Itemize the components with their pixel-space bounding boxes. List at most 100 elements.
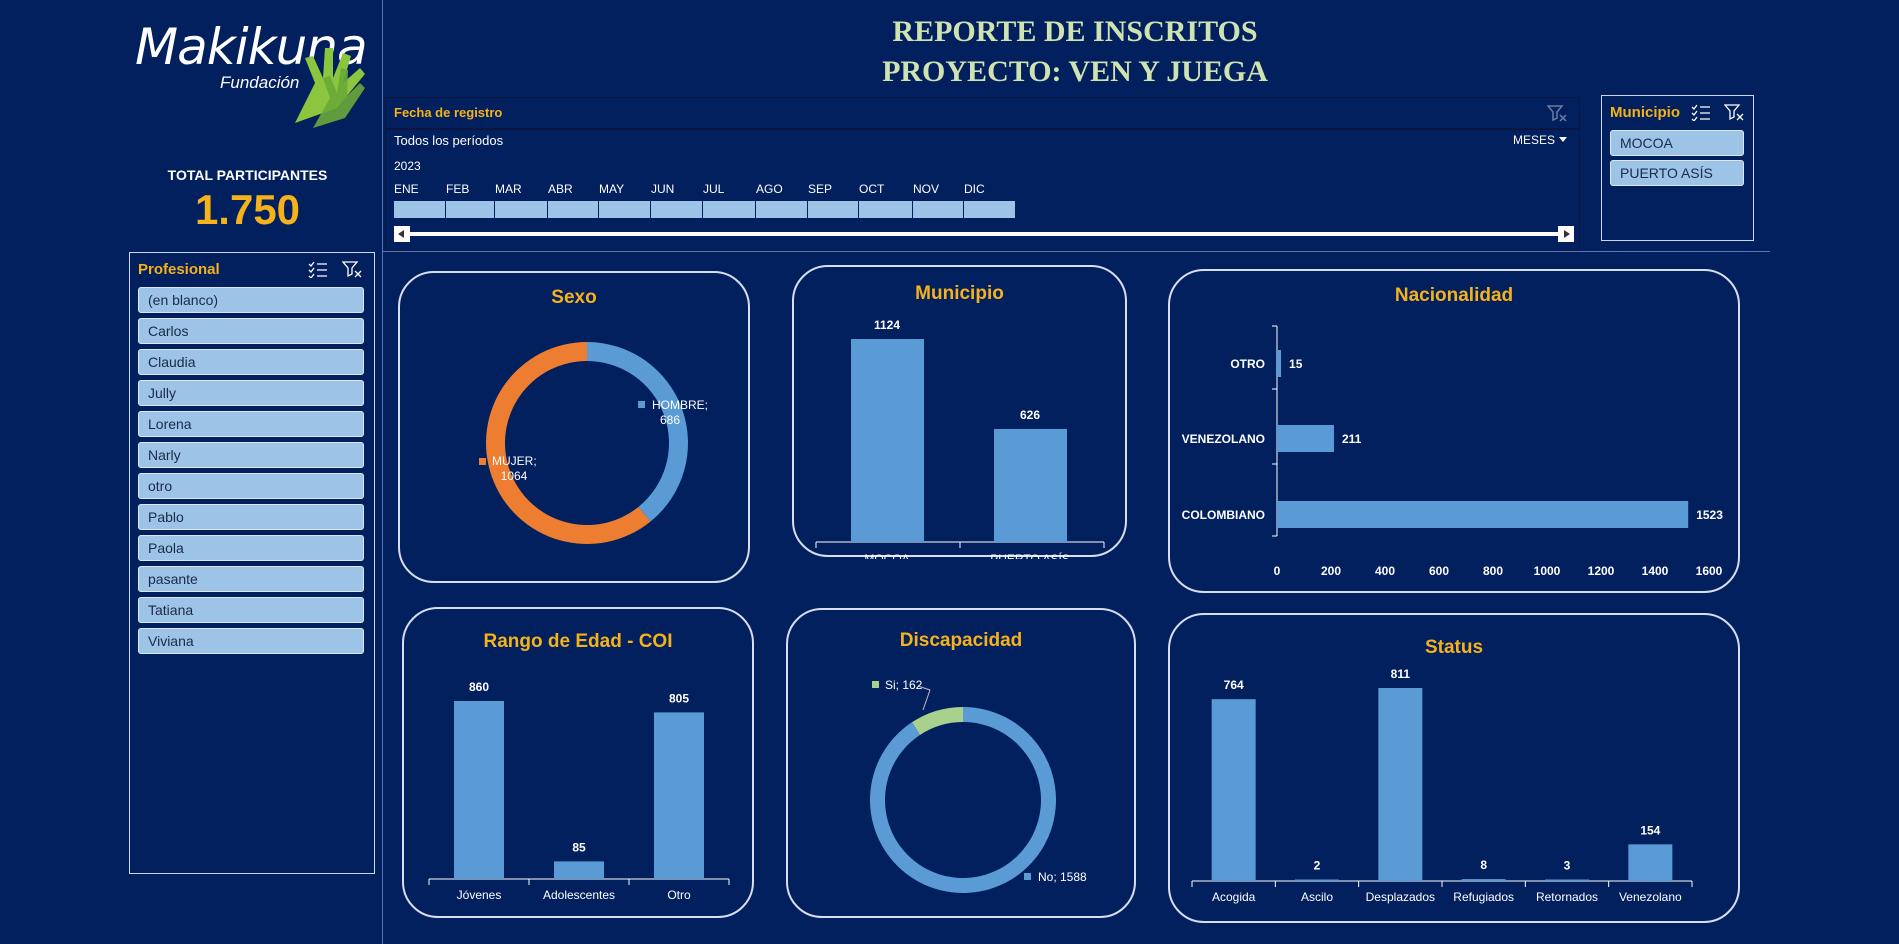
- timeline-slicer[interactable]: Fecha de registro Todos los períodos MES…: [385, 97, 1580, 251]
- profesional-slicer: Profesional (en blanco) Carlos Claudia Jull…: [129, 252, 375, 874]
- timeline-month-label: JUL: [703, 182, 725, 196]
- timeline-month-bar[interactable]: [913, 201, 964, 218]
- timeline-month-bar[interactable]: [495, 201, 548, 218]
- data-label: 626: [1020, 408, 1040, 422]
- category-label: Refugiados: [1453, 890, 1514, 904]
- total-participants-value: 1.750: [194, 186, 301, 233]
- slicer-item-profesional[interactable]: Narly: [138, 442, 364, 468]
- category-label: Desplazados: [1366, 890, 1435, 904]
- multi-select-icon[interactable]: [1691, 103, 1711, 121]
- vertical-divider: [382, 0, 383, 944]
- sexo-chart-card: Sexo HOMBRE; 686 MUJER; 1064: [398, 271, 750, 583]
- data-label: 154: [1640, 823, 1660, 837]
- bar-4: [1545, 879, 1589, 881]
- report-title-line1: REPORTE DE INSCRITOS: [892, 15, 1258, 48]
- clear-filter-icon[interactable]: [1547, 104, 1567, 122]
- timeline-month-label: JUN: [651, 182, 675, 196]
- slicer-item-mocoa[interactable]: MOCOA: [1610, 130, 1744, 156]
- slicer-item-profesional[interactable]: pasante: [138, 566, 364, 592]
- x-tick-label: 600: [1429, 564, 1449, 578]
- clear-filter-icon[interactable]: [342, 260, 362, 278]
- logo-sub-text: Fundación: [220, 73, 300, 92]
- bar-3: [1461, 879, 1506, 881]
- x-tick-label: 400: [1375, 564, 1395, 578]
- status-chart-title: Status: [1424, 637, 1484, 658]
- chevron-down-icon[interactable]: [1559, 137, 1567, 142]
- scroll-right-icon[interactable]: [1558, 226, 1574, 242]
- slicer-item-profesional[interactable]: (en blanco): [138, 287, 364, 313]
- timeline-month-bar[interactable]: [394, 201, 446, 218]
- bar-1: [1295, 879, 1339, 881]
- slicer-item-profesional[interactable]: Viviana: [138, 628, 364, 654]
- discapacidad-chart-card: Discapacidad Si; 162 No; 1588: [786, 608, 1136, 918]
- data-label: 2: [1314, 859, 1321, 873]
- donut-slice-hombre: [587, 342, 688, 522]
- bar-1: [994, 428, 1067, 542]
- slicer-item-profesional[interactable]: Jully: [138, 380, 364, 406]
- timeline-month-label: AGO: [756, 182, 783, 196]
- timeline-month-bar[interactable]: [703, 201, 756, 218]
- status-bar-chart: 764 Acogida 2 Ascilo 811 Desplazados 8 Refugiad…: [1191, 667, 1693, 904]
- timeline-month-bar[interactable]: [808, 201, 859, 218]
- nacionalidad-chart-title: Nacionalidad: [1394, 285, 1514, 306]
- timeline-month-label: MAY: [599, 182, 625, 196]
- scroll-track[interactable]: [410, 232, 1558, 236]
- data-label: 1124: [874, 318, 900, 332]
- legend-marker-si: [872, 681, 879, 688]
- timeline-month-bar[interactable]: [446, 201, 495, 218]
- timeline-title: Fecha de registro: [394, 105, 503, 120]
- category-label: Ascilo: [1301, 890, 1333, 904]
- data-label: 8: [1480, 858, 1487, 872]
- status-chart-card: Status 764 Acogida 2 Ascilo 811 Desplazados 8 R…: [1168, 613, 1740, 923]
- category-label: MOCOA: [864, 552, 909, 559]
- slicer-item-puerto-asis[interactable]: PUERTO ASÍS: [1610, 160, 1744, 186]
- legend-marker-mujer: [479, 458, 486, 465]
- x-tick-label: 1600: [1696, 564, 1723, 578]
- scroll-left-icon[interactable]: [394, 226, 410, 242]
- timeline-unit-dropdown[interactable]: MESES: [1512, 133, 1555, 147]
- timeline-month-bar[interactable]: [859, 201, 913, 218]
- slicer-item-profesional[interactable]: Lorena: [138, 411, 364, 437]
- slicer-item-profesional[interactable]: otro: [138, 473, 364, 499]
- data-label-no: No; 1588: [1038, 870, 1087, 884]
- data-label: 764: [1224, 678, 1244, 692]
- slicer-item-profesional[interactable]: Tatiana: [138, 597, 364, 623]
- slicer-item-profesional[interactable]: Paola: [138, 535, 364, 561]
- bar-2: [654, 712, 704, 879]
- category-label: Venezolano: [1619, 890, 1682, 904]
- timeline-month-bar[interactable]: [756, 201, 808, 218]
- timeline-month-label: FEB: [446, 182, 470, 196]
- data-label-mujer-value: 1064: [501, 469, 528, 483]
- timeline-month-label: OCT: [859, 182, 885, 196]
- data-label: 811: [1391, 667, 1411, 681]
- leader-line: [917, 685, 931, 711]
- timeline-header: [386, 98, 1579, 130]
- report-title: REPORTE DE INSCRITOS PROYECTO: VEN Y JUE…: [840, 12, 1310, 92]
- data-label: 211: [1342, 432, 1362, 446]
- clear-filter-icon[interactable]: [1724, 103, 1744, 121]
- timeline-month-bar[interactable]: [599, 201, 651, 218]
- timeline-month-bar[interactable]: [964, 201, 1016, 218]
- legend-marker-hombre: [638, 401, 645, 408]
- slicer-item-profesional[interactable]: Claudia: [138, 349, 364, 375]
- bar-5: [1628, 844, 1673, 881]
- bar-1: [554, 861, 604, 879]
- donut-slice-no: [870, 707, 1056, 893]
- data-label-hombre-value: 686: [660, 413, 680, 427]
- nacionalidad-chart-card: Nacionalidad 15 OTRO 211 VENEZOLANO 1523 COLO…: [1168, 269, 1740, 593]
- timeline-year: 2023: [394, 159, 421, 173]
- timeline-month-label: DIC: [964, 182, 985, 196]
- x-tick-label: 200: [1321, 564, 1341, 578]
- x-tick-label: 1400: [1642, 564, 1669, 578]
- timeline-scrollbar[interactable]: [394, 226, 1574, 242]
- timeline-month-bar[interactable]: [651, 201, 703, 218]
- data-label: 1523: [1696, 508, 1723, 522]
- edad-chart-title: Rango de Edad - COI: [483, 631, 673, 652]
- data-label-hombre: HOMBRE;: [652, 398, 708, 412]
- slicer-item-profesional[interactable]: Pablo: [138, 504, 364, 530]
- bar-2: [1277, 501, 1689, 528]
- slicer-item-profesional[interactable]: Carlos: [138, 318, 364, 344]
- timeline-month-bar[interactable]: [548, 201, 599, 218]
- timeline-month-label: NOV: [913, 182, 940, 196]
- multi-select-icon[interactable]: [308, 260, 328, 278]
